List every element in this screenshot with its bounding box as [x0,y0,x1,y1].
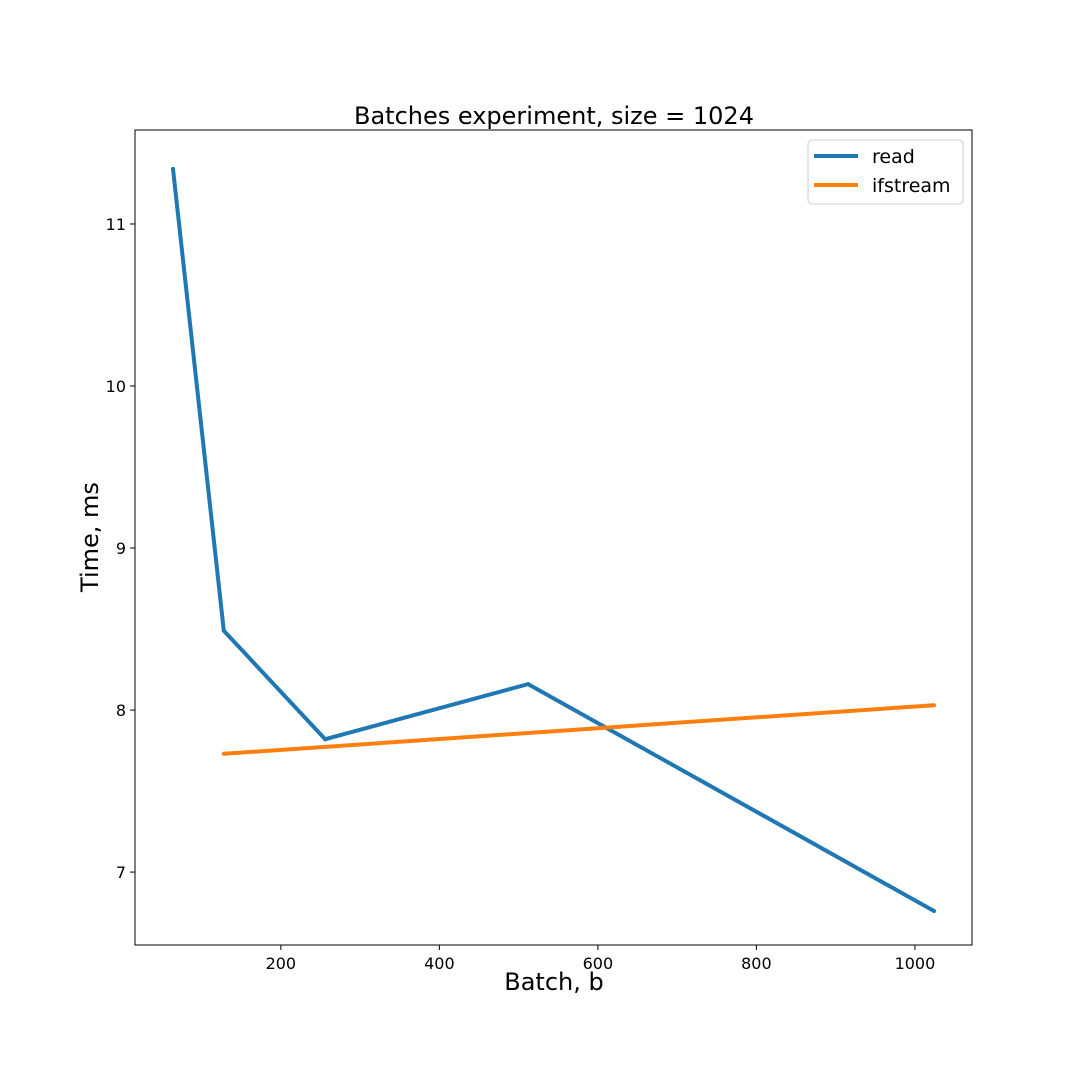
data-point-read-0 [171,166,175,171]
data-point-read-4 [932,909,936,913]
plot-series [171,166,936,913]
plot-frame [134,129,973,946]
x-tick-label-1: 400 [424,954,455,973]
series-line-ifstream [223,703,935,756]
y-tick-label-0: 7 [116,863,126,882]
data-point-read-3 [526,682,531,687]
y-tick-label-1: 8 [116,701,126,720]
x-axis: 200 400 600 800 1000 [266,945,936,973]
legend-label-ifstream: ifstream [872,175,951,197]
y-axis-label: Time, ms [76,482,104,593]
x-tick-label-4: 1000 [895,954,936,973]
legend-label-read: read [872,146,915,168]
y-axis: 7 8 9 10 11 [106,215,135,882]
data-point-read-2 [323,737,328,742]
x-tick-label-3: 800 [741,954,772,973]
chart-title: Batches experiment, size = 1024 [354,102,754,130]
y-tick-label-3: 10 [106,377,126,396]
y-tick-label-4: 11 [106,215,126,234]
legend: read ifstream [807,139,964,205]
data-point-ifstream-1 [932,703,936,708]
x-tick-label-0: 200 [266,954,297,973]
data-point-read-1 [221,628,226,633]
x-axis-label: Batch, b [504,968,603,996]
y-tick-label-2: 9 [116,539,126,558]
x-tick-label-2: 600 [583,954,614,973]
data-point-ifstream-0 [221,751,226,756]
